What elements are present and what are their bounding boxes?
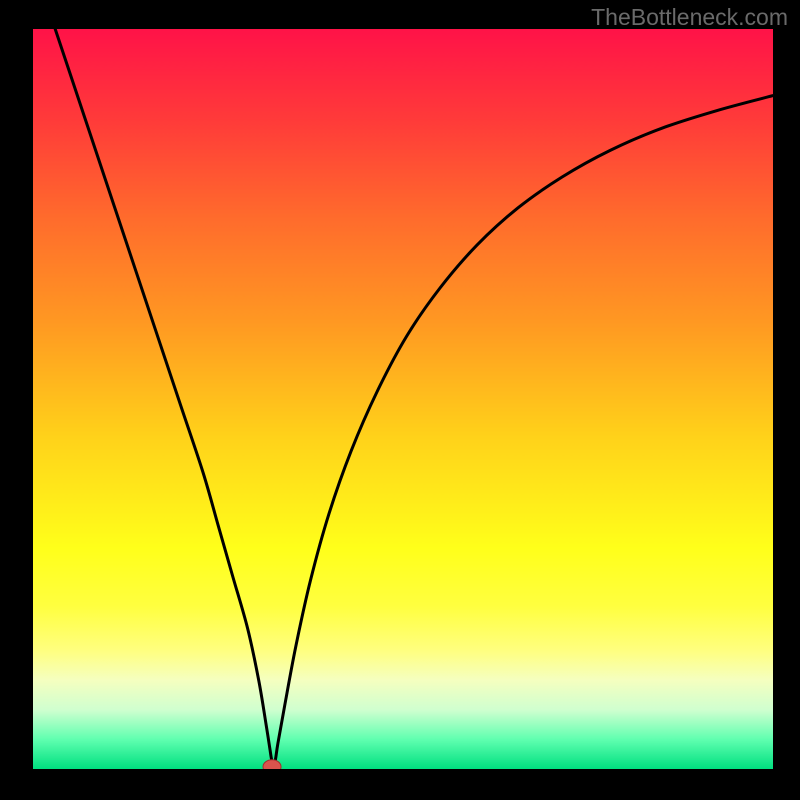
min_point: [263, 760, 281, 769]
plot-area: [33, 29, 773, 769]
attribution-text: TheBottleneck.com: [591, 4, 788, 31]
bottleneck_curve: [55, 29, 773, 765]
curve-overlay: [33, 29, 773, 769]
